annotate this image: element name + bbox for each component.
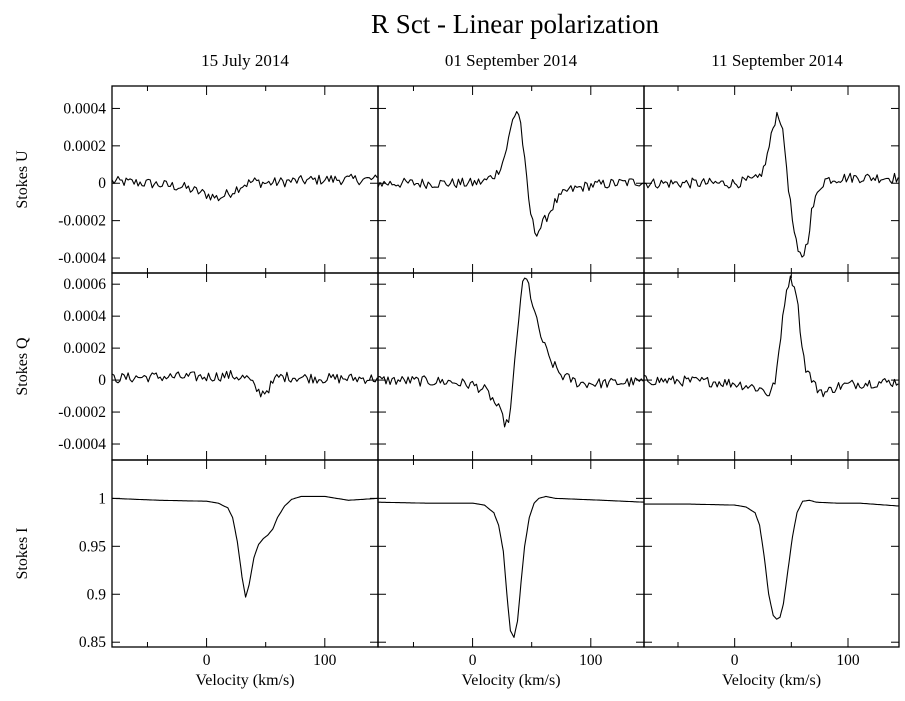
xtick-label-2-100: 100: [836, 652, 860, 669]
panel-frame-U-0: [111, 85, 379, 274]
xlabel-2: Velocity (km/s): [722, 672, 821, 689]
column-title-2: 11 September 2014: [711, 51, 843, 70]
ytick-label-I-3: 0.85: [79, 634, 106, 651]
ytick-label-Q-5: -0.0004: [58, 436, 106, 453]
ytick-label-U-4: -0.0004: [58, 250, 106, 267]
ytick-label-Q-0: 0.0006: [63, 276, 106, 293]
panel-grid: Stokes U 0.0004 0.0002 0 -0.0002 -0.0004 Stoke…: [14, 85, 900, 689]
panel-frame-U-1: [377, 85, 645, 274]
ytick-label-U-1: 0.0002: [63, 138, 106, 155]
ytick-label-U-2: 0: [98, 175, 106, 192]
panel-frame-Q-1: [377, 272, 645, 461]
xtick-label-0-0: 0: [203, 652, 211, 669]
series-line-U-0: [111, 173, 378, 202]
series-line-Q-1: [377, 277, 644, 428]
series-line-I-1: [378, 495, 645, 638]
ytick-label-Q-3: 0: [98, 372, 106, 389]
ytick-label-U-0: 0.0004: [63, 100, 106, 117]
panel-frame-I-0: [111, 459, 379, 648]
panel-frame-I-2: [643, 459, 900, 648]
ylabel-Q: Stokes Q: [14, 337, 31, 396]
xtick-label-1-100: 100: [579, 652, 603, 669]
panel-frame-I-1: [377, 459, 645, 648]
ytick-label-U-3: -0.0002: [58, 213, 106, 230]
xtick-label-1-0: 0: [469, 652, 477, 669]
ytick-label-Q-2: 0.0002: [63, 340, 106, 357]
ylabel-I: Stokes I: [14, 528, 31, 580]
panel-frame-U-2: [643, 85, 900, 274]
ytick-label-Q-1: 0.0004: [63, 308, 106, 325]
xtick-label-0-100: 100: [313, 652, 337, 669]
column-title-0: 15 July 2014: [201, 51, 289, 70]
series-line-Q-0: [111, 369, 378, 398]
panel-frame-Q-0: [111, 272, 379, 461]
ytick-label-Q-4: -0.0002: [58, 404, 106, 421]
chart-title: R Sct - Linear polarization: [371, 9, 659, 39]
series-line-I-2: [644, 499, 900, 620]
ytick-label-I-0: 1: [98, 490, 106, 507]
ylabel-U: Stokes U: [14, 150, 31, 209]
ytick-label-I-1: 0.95: [79, 538, 106, 555]
series-line-U-2: [643, 111, 899, 258]
series-line-Q-2: [643, 275, 899, 398]
xlabel-0: Velocity (km/s): [195, 672, 294, 689]
series-line-I-0: [112, 495, 378, 598]
column-title-1: 01 September 2014: [445, 51, 578, 70]
xtick-label-2-0: 0: [731, 652, 739, 669]
panel-frame-Q-2: [643, 272, 900, 461]
ytick-label-I-2: 0.9: [87, 586, 107, 603]
series-line-U-1: [377, 111, 644, 237]
xlabel-1: Velocity (km/s): [461, 672, 560, 689]
